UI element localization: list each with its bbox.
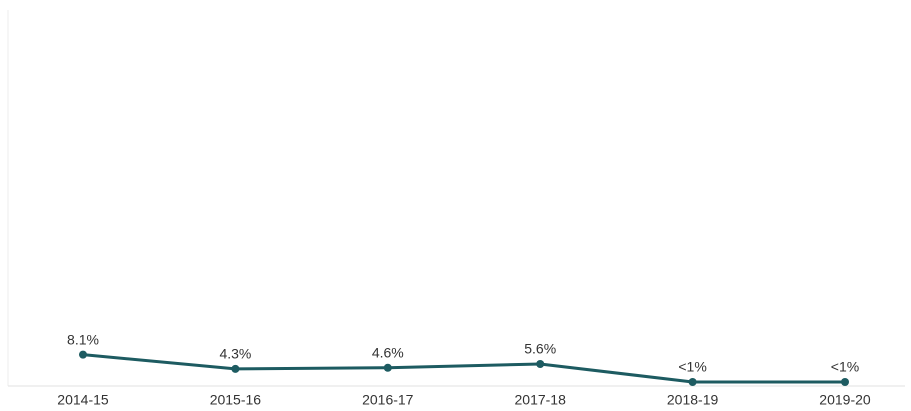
data-point (231, 364, 240, 373)
data-point (536, 360, 545, 368)
x-tick-label: 2018-19 (667, 392, 719, 408)
data-point (688, 378, 697, 386)
data-point (383, 363, 392, 372)
data-label: 4.6% (372, 344, 404, 360)
data-label: <1% (678, 359, 706, 375)
data-label: 8.1% (67, 331, 99, 347)
x-tick-label: 2016-17 (362, 392, 414, 408)
data-label: 4.3% (219, 346, 251, 362)
data-label: <1% (831, 359, 859, 375)
x-tick-label: 2015-16 (210, 392, 262, 408)
data-label: 5.6% (524, 341, 556, 357)
data-point (79, 350, 87, 359)
x-tick-label: 2014-15 (57, 392, 109, 408)
data-point (841, 378, 849, 386)
series-line (82, 353, 845, 384)
x-tick-label: 2019-20 (819, 392, 871, 408)
x-tick-label: 2017-18 (515, 392, 567, 408)
